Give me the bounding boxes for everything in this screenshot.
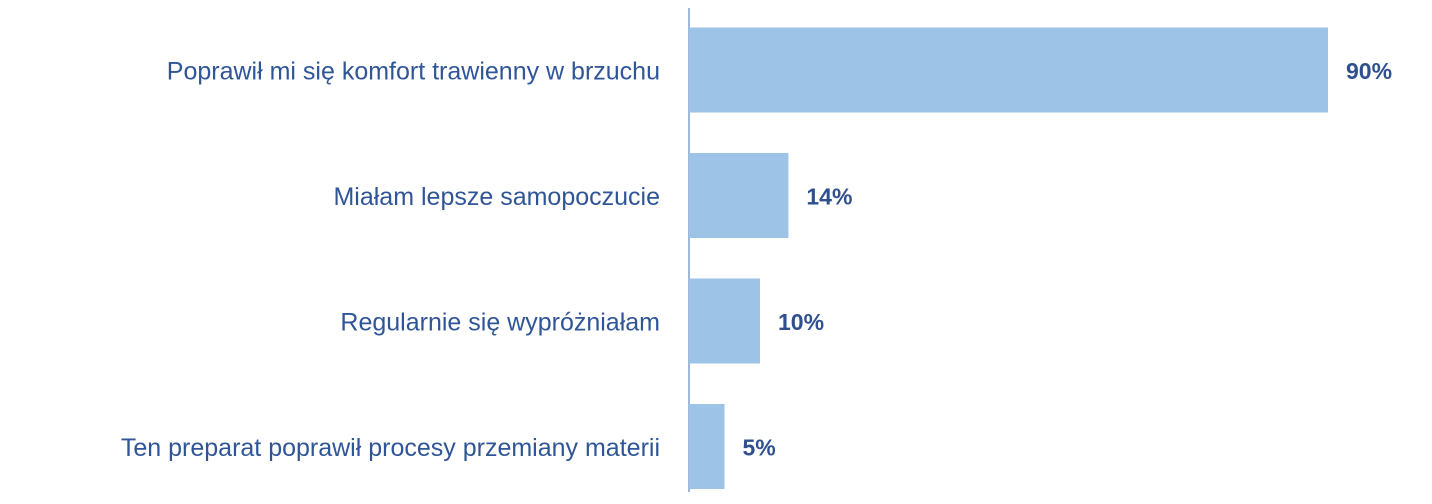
value-label: 10% (778, 309, 824, 335)
bar (689, 153, 789, 238)
category-label: Miałam lepsze samopoczucie (333, 183, 660, 211)
bar (689, 278, 760, 364)
bar (689, 27, 1328, 113)
bar (689, 404, 725, 489)
category-label: Ten preparat poprawił procesy przemiany … (121, 434, 660, 462)
value-label: 5% (743, 435, 776, 461)
category-label: Poprawił mi się komfort trawienny w brzu… (167, 58, 660, 86)
value-label: 14% (806, 184, 852, 210)
category-label: Regularnie się wypróżniałam (340, 309, 660, 337)
value-label: 90% (1346, 58, 1392, 84)
